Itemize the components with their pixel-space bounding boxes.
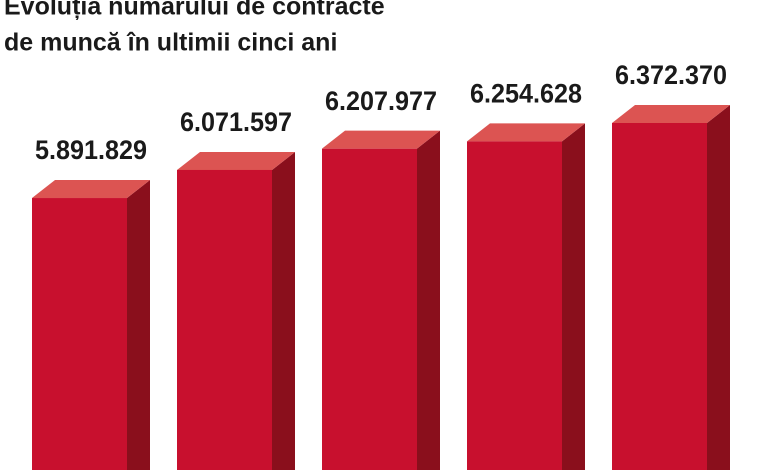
bar bbox=[32, 198, 127, 470]
value-label: 5.891.829 bbox=[35, 135, 147, 165]
value-label: 6.254.628 bbox=[470, 79, 582, 109]
bar bbox=[612, 122, 707, 470]
value-label: 6.207.977 bbox=[325, 86, 437, 116]
bar bbox=[177, 169, 272, 470]
bar-side bbox=[562, 123, 585, 470]
bar bbox=[467, 141, 562, 470]
chart-title: Evoluția numărului de contracte bbox=[4, 0, 385, 21]
bar-top bbox=[32, 180, 150, 199]
bar-side bbox=[127, 180, 150, 470]
bar bbox=[322, 148, 417, 470]
chart-title: de muncă în ultimii cinci ani bbox=[4, 29, 337, 57]
bar-top bbox=[467, 123, 585, 142]
bar-side bbox=[417, 130, 440, 470]
value-label: 6.071.597 bbox=[180, 107, 292, 137]
bar-top bbox=[612, 104, 730, 123]
bar-top bbox=[177, 151, 295, 170]
bar-side bbox=[707, 104, 730, 470]
bar-side bbox=[272, 151, 295, 470]
value-label: 6.372.370 bbox=[615, 60, 727, 90]
bar-top bbox=[322, 130, 440, 149]
